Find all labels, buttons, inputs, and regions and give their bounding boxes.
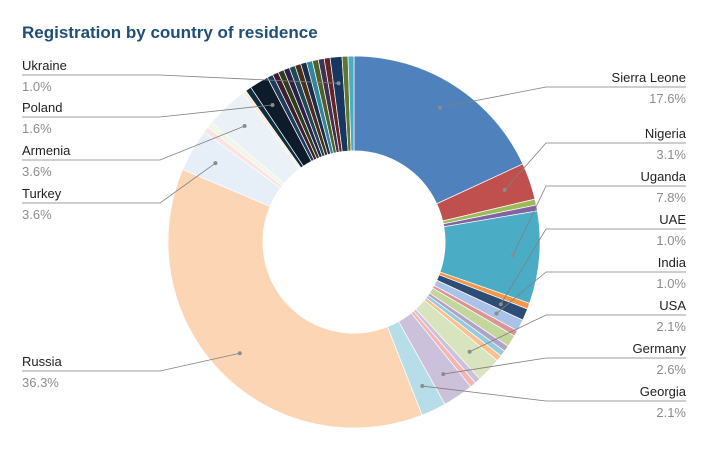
label-name-india: India: [658, 255, 687, 270]
data-labels: Sierra Leone 17.6% Nigeria 3.1% Uganda 7.8% UA…: [22, 58, 687, 420]
label-name-uae: UAE: [659, 212, 686, 227]
label-name-turkey: Turkey: [22, 186, 62, 201]
leader-dot-sierra-leone: [437, 105, 442, 110]
leader-dot-india: [494, 311, 499, 316]
leader-line-usa: [469, 314, 686, 353]
chart-slices: [167, 55, 541, 429]
leader-dot-poland: [270, 102, 275, 107]
leader-line-nigeria: [504, 142, 686, 191]
label-name-russia: Russia: [22, 354, 63, 369]
leader-dot-uganda: [510, 253, 515, 258]
leader-line-armenia: [22, 125, 245, 161]
leader-line-turkey: [22, 162, 216, 204]
slice-russia: [167, 168, 423, 429]
leader-dot-turkey: [213, 161, 218, 166]
leader-dot-armenia: [242, 124, 247, 129]
label-value-nigeria: 3.1%: [656, 147, 686, 162]
label-name-armenia: Armenia: [22, 143, 71, 158]
leader-line-germany: [443, 357, 686, 375]
label-name-uganda: Uganda: [640, 169, 686, 184]
leader-line-ukraine: [22, 74, 339, 84]
label-name-ukraine: Ukraine: [22, 58, 67, 73]
leader-line-india: [496, 271, 686, 314]
label-value-uganda: 7.8%: [656, 190, 686, 205]
label-value-russia: 36.3%: [22, 375, 59, 390]
leader-line-uae: [500, 228, 686, 305]
label-value-germany: 2.6%: [656, 362, 686, 377]
label-value-sierra-leone: 17.6%: [649, 91, 686, 106]
label-value-uae: 1.0%: [656, 233, 686, 248]
label-name-georgia: Georgia: [640, 384, 687, 399]
slice-sierra-leone: [353, 55, 524, 205]
leader-dot-ukraine: [336, 81, 341, 86]
leader-line-poland: [22, 104, 273, 118]
label-name-usa: USA: [659, 298, 686, 313]
leader-dot-germany: [441, 372, 446, 377]
leader-line-sierra-leone: [439, 86, 686, 109]
leader-line-georgia: [422, 385, 686, 402]
leader-dot-nigeria: [502, 187, 507, 192]
label-name-germany: Germany: [633, 341, 687, 356]
leader-line-uganda: [512, 185, 686, 256]
leader-lines: [22, 74, 686, 402]
label-value-india: 1.0%: [656, 276, 686, 291]
leader-dot-usa: [467, 349, 472, 354]
label-name-sierra-leone: Sierra Leone: [612, 70, 686, 85]
label-value-armenia: 3.6%: [22, 164, 52, 179]
leader-dot-russia: [237, 351, 242, 356]
leader-dot-uae: [498, 302, 503, 307]
label-value-georgia: 2.1%: [656, 405, 686, 420]
label-value-turkey: 3.6%: [22, 207, 52, 222]
label-name-poland: Poland: [22, 100, 62, 115]
leader-line-russia: [22, 352, 240, 372]
label-value-poland: 1.6%: [22, 121, 52, 136]
slice-other-39: [347, 55, 355, 152]
label-name-nigeria: Nigeria: [645, 126, 687, 141]
label-value-ukraine: 1.0%: [22, 79, 52, 94]
leader-dot-georgia: [420, 384, 425, 389]
label-value-usa: 2.1%: [656, 319, 686, 334]
chart-title: Registration by country of residence: [22, 23, 318, 42]
